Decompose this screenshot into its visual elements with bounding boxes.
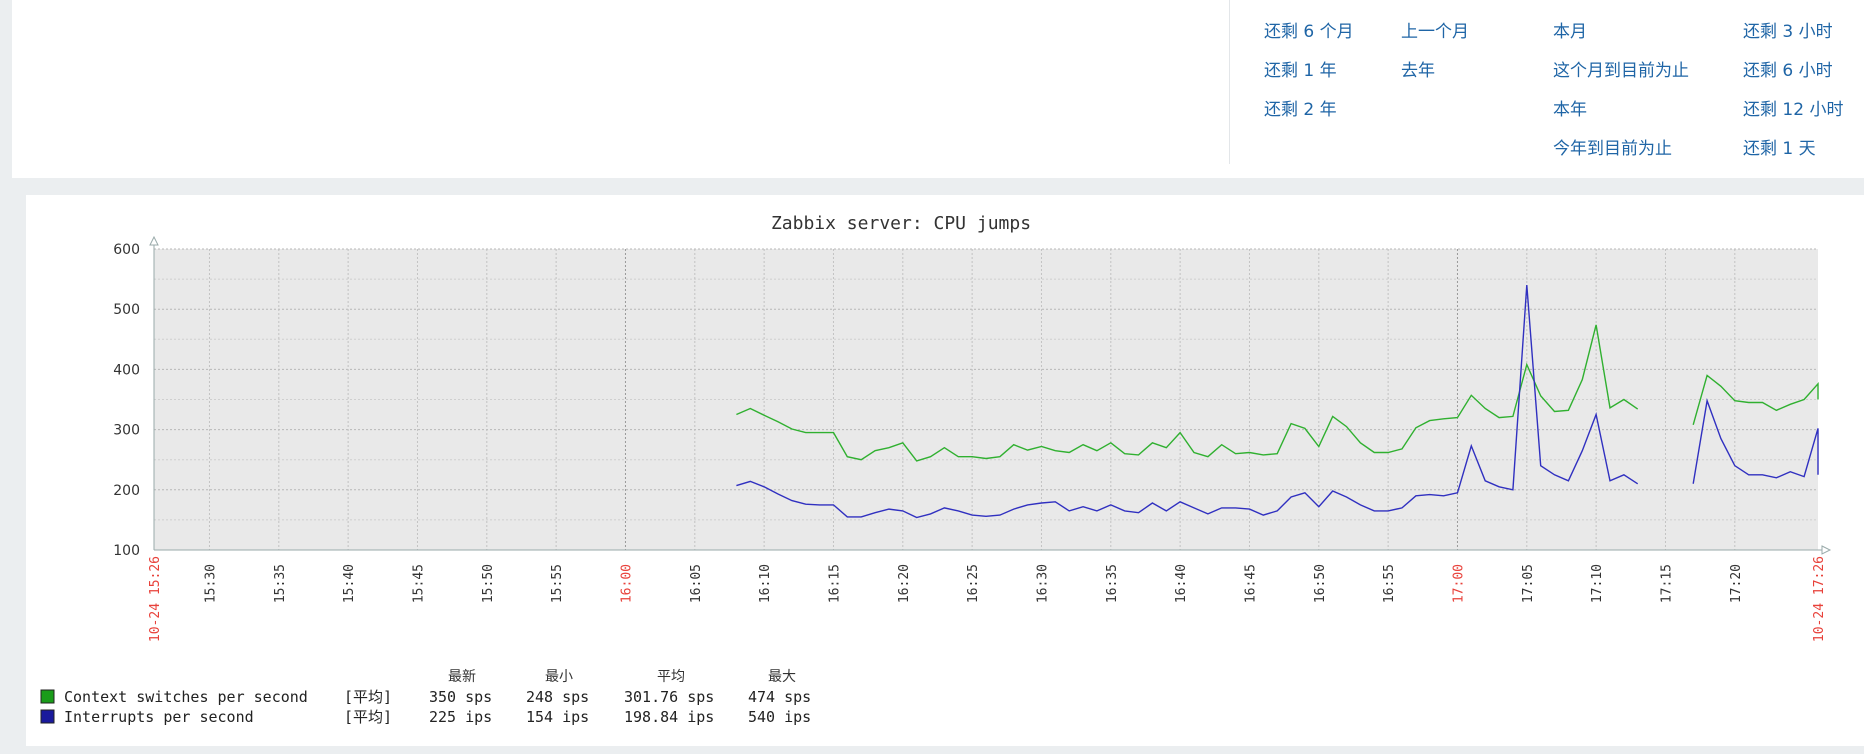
x-tick-label: 17:05 [1521, 564, 1536, 603]
period-link-last-1-year[interactable]: 还剩 1 年 [1264, 61, 1337, 81]
y-tick-label: 400 [113, 362, 140, 378]
legend-item-name: Context switches per second [64, 688, 308, 706]
legend-item-func: [平均] [344, 708, 392, 726]
period-link-this-year[interactable]: 本年 [1553, 100, 1587, 120]
y-tick-label: 100 [113, 543, 140, 559]
period-link-last-6-months[interactable]: 还剩 6 个月 [1264, 22, 1354, 42]
x-tick-label: 15:50 [481, 564, 496, 603]
legend-header-min: 最小 [545, 669, 573, 685]
legend-item-min: 154 ips [526, 708, 589, 726]
x-tick-label: 16:40 [1174, 564, 1189, 603]
x-tick-label: 17:10 [1590, 564, 1605, 603]
x-tick-label: 15:55 [550, 564, 565, 603]
period-link-this-month[interactable]: 本月 [1553, 22, 1587, 42]
x-tick-label: 17:00 [1451, 564, 1466, 603]
series-layer [736, 285, 1819, 519]
legend-row-interrupts: Interrupts per second [平均] 225 ips 154 i… [40, 708, 811, 726]
time-filter-panel [12, 0, 1864, 178]
interrupts-line [736, 285, 1639, 519]
graph-legend: 最新 最小 平均 最大 Context switches per second … [40, 669, 811, 726]
period-link-last-3-hours[interactable]: 还剩 3 小时 [1743, 22, 1833, 42]
filter-divider [1229, 0, 1230, 164]
y-axis-arrow [149, 235, 159, 246]
period-link-last-1-day[interactable]: 还剩 1 天 [1743, 139, 1816, 159]
x-tick-label: 16:50 [1313, 564, 1328, 603]
period-link-last-6-hours[interactable]: 还剩 6 小时 [1743, 61, 1833, 81]
period-link-previous-month[interactable]: 上一个月 [1401, 22, 1469, 42]
x-tick-label: 16:00 [619, 564, 634, 603]
legend-item-last: 350 sps [429, 688, 492, 706]
x-tick-label: 16:45 [1243, 564, 1258, 603]
x-tick-label: 15:45 [411, 564, 426, 603]
x-tick-label: 15:35 [273, 564, 288, 603]
legend-header-last: 最新 [448, 669, 476, 685]
x-start-label: 10-24 15:26 [148, 556, 163, 642]
x-tick-label: 17:20 [1729, 564, 1744, 603]
period-link-last-2-years[interactable]: 还剩 2 年 [1264, 100, 1337, 120]
legend-row-context-switches: Context switches per second [平均] 350 sps… [40, 688, 811, 706]
y-tick-label: 600 [113, 242, 140, 258]
context-switches-line [1692, 374, 1819, 425]
legend-item-max: 474 sps [748, 688, 811, 706]
x-tick-label: 17:15 [1659, 564, 1674, 603]
legend-header-max: 最大 [768, 669, 796, 685]
y-tick-label: 300 [113, 423, 140, 439]
period-link-last-12-hours[interactable]: 还剩 12 小时 [1743, 100, 1844, 120]
x-end-label: 10-24 17:26 [1812, 556, 1827, 642]
x-tick-label: 16:25 [966, 564, 981, 603]
x-tick-label: 16:20 [897, 564, 912, 603]
legend-item-last: 225 ips [429, 708, 492, 726]
x-tick-label: 16:55 [1382, 564, 1397, 603]
graph-title: Zabbix server: CPU jumps [771, 213, 1031, 234]
y-tick-label: 200 [113, 483, 140, 499]
legend-color-swatch [40, 689, 55, 704]
x-axis-arrow [1821, 545, 1832, 555]
x-tick-label: 16:35 [1105, 564, 1120, 603]
legend-item-name: Interrupts per second [64, 708, 254, 726]
interrupts-line [1692, 397, 1819, 484]
legend-color-swatch [40, 709, 55, 724]
context-switches-line [736, 324, 1639, 462]
legend-item-max: 540 ips [748, 708, 811, 726]
legend-item-avg: 198.84 ips [624, 708, 714, 726]
x-tick-label: 16:15 [827, 564, 842, 603]
x-tick-label: 16:10 [758, 564, 773, 603]
period-link-year-to-date[interactable]: 今年到目前为止 [1553, 139, 1672, 159]
legend-header-avg: 平均 [657, 669, 685, 685]
graph-panel: Zabbix server: CPU jumps 100 200 300 400 500… [26, 195, 1864, 746]
x-tick-label: 16:30 [1035, 564, 1050, 603]
grid-layer [154, 248, 1818, 550]
period-link-month-to-date[interactable]: 这个月到目前为止 [1553, 61, 1689, 81]
x-tick-label: 16:05 [689, 564, 704, 603]
legend-item-min: 248 sps [526, 688, 589, 706]
legend-item-func: [平均] [344, 688, 392, 706]
y-tick-label: 500 [113, 302, 140, 318]
axis-layer: 100 200 300 400 500 600 15:30 15:35 15:40 15:45 15… [113, 235, 1832, 642]
cpu-jumps-graph[interactable]: Zabbix server: CPU jumps 100 200 300 400 500… [26, 195, 1864, 746]
x-tick-label: 15:30 [203, 564, 218, 603]
period-link-previous-year[interactable]: 去年 [1401, 61, 1435, 81]
legend-item-avg: 301.76 sps [624, 688, 714, 706]
x-tick-label: 15:40 [342, 564, 357, 603]
